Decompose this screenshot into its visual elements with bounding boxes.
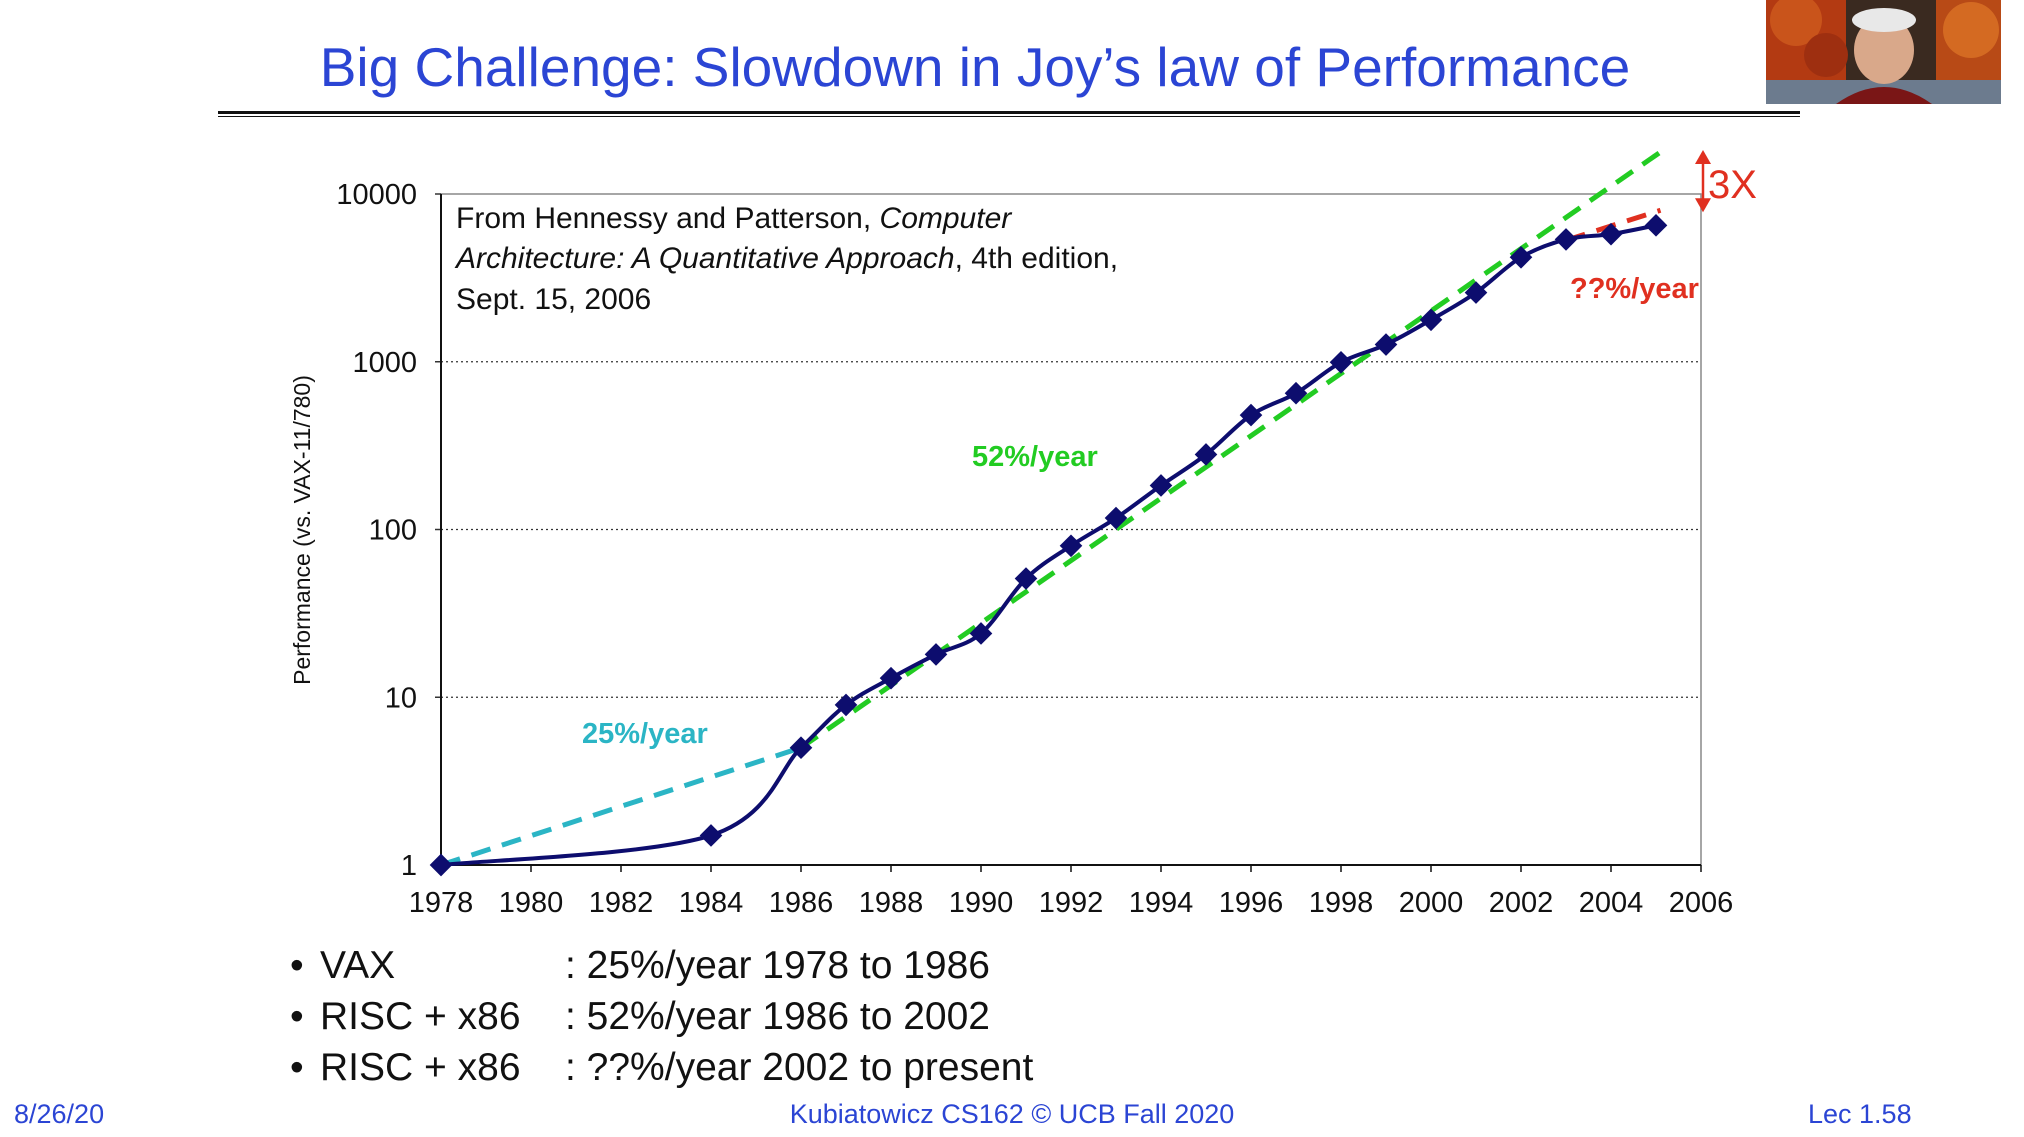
x-tick-label: 2000 [1399,887,1464,919]
data-point [1329,350,1353,374]
x-tick-label: 1998 [1309,887,1374,919]
bullet-list: • VAX : 25%/year 1978 to 1986 • RISC + x86:… [290,940,1033,1093]
data-point [834,693,858,717]
bullet-label: RISC + x86 [320,995,521,1038]
citation-line-2: Architecture: A Quantitative Approach, 4… [454,242,1118,275]
x-tick-label: 1980 [499,887,564,919]
bullet-text: : 25%/year 1978 to 1986 [565,944,990,987]
trend-label: 52%/year [972,441,1098,473]
bullet-label: RISC + x86 [320,1046,521,1089]
data-point [879,666,903,690]
arrow-up-icon [1695,149,1711,164]
citation-authors: From Hennessy and Patterson, [456,202,880,235]
footer-page-number: Lec 1.58 [1808,1099,1912,1129]
footer-date: 8/26/20 [14,1099,105,1129]
citation-edition: , 4th edition, [955,242,1118,275]
bullet-risc-1: • RISC + x86 : 52%/year 1986 to 2002 [290,991,1033,1042]
slide-title: Big Challenge: Slowdown in Joy’s law of … [319,36,1631,98]
data-point [1059,534,1083,558]
bullet-label: VAX [320,944,396,987]
data-point [1464,281,1488,304]
bullet-text: : 52%/year 1986 to 2002 [565,995,990,1038]
data-point [1374,333,1398,356]
x-tick-label: 1996 [1219,887,1284,919]
x-tick-label: 1994 [1129,887,1194,919]
x-tick-label: 1984 [679,887,744,919]
citation-book-title: Computer [880,202,1013,235]
bullet-risc-2: • RISC + x86 : ??%/year 2002 to present [290,1042,1033,1093]
data-point [699,824,723,847]
x-tick-label: 1982 [589,887,654,919]
data-point [969,622,993,645]
data-point [1104,506,1128,530]
y-tick-label: 1000 [352,347,417,379]
trend-label: ??%/year [1570,273,1699,305]
data-point [1419,308,1443,332]
speaker-video-icon[interactable] [1766,0,2001,104]
y-tick-label: 10 [385,682,417,714]
x-tick-label: 1988 [859,887,924,919]
x-tick-label: 2004 [1579,887,1644,919]
data-point [1014,567,1038,590]
three-x-label: 3X [1708,163,1757,207]
citation-line-3: Sept. 15, 2006 [456,283,651,316]
x-tick-label: 1978 [409,887,474,919]
bullet-dot: • [290,1046,304,1089]
data-point [1284,381,1308,405]
x-tick-label: 1992 [1039,887,1104,919]
data-point [429,853,453,877]
y-tick-label: 100 [369,515,417,547]
data-point [1149,474,1173,497]
citation-book-subtitle: Architecture: A Quantitative Approach [454,242,955,275]
arrow-down-icon [1695,198,1711,213]
bullet-vax: • VAX : 25%/year 1978 to 1986 [290,940,1033,991]
y-tick-label: 10000 [336,179,417,211]
y-tick-label: 1 [401,850,417,882]
citation-line-1: From Hennessy and Patterson, Computer [456,202,1012,235]
data-point [1194,443,1218,466]
footer-course: Kubiatowicz CS162 © UCB Fall 2020 [789,1099,1235,1129]
bullet-dot: • [290,995,304,1038]
data-point [924,643,948,666]
x-tick-label: 1990 [949,887,1014,919]
data-point [789,736,813,760]
trend-label: 25%/year [582,718,708,750]
data-point [1239,403,1263,427]
bullet-dot: • [290,944,304,987]
performance-chart: 1 10 100 1000 10000 1978 1980 1982 1984 1986 1988 1… [289,149,1757,919]
x-tick-label: 2002 [1489,887,1554,919]
title-underline-thin [218,116,1800,117]
x-tick-label: 2006 [1669,887,1734,919]
bullet-text: : ??%/year 2002 to present [565,1046,1034,1089]
y-axis-label: Performance (vs. VAX-11/780) [289,375,315,685]
title-underline [218,111,1800,114]
x-tick-label: 1986 [769,887,834,919]
